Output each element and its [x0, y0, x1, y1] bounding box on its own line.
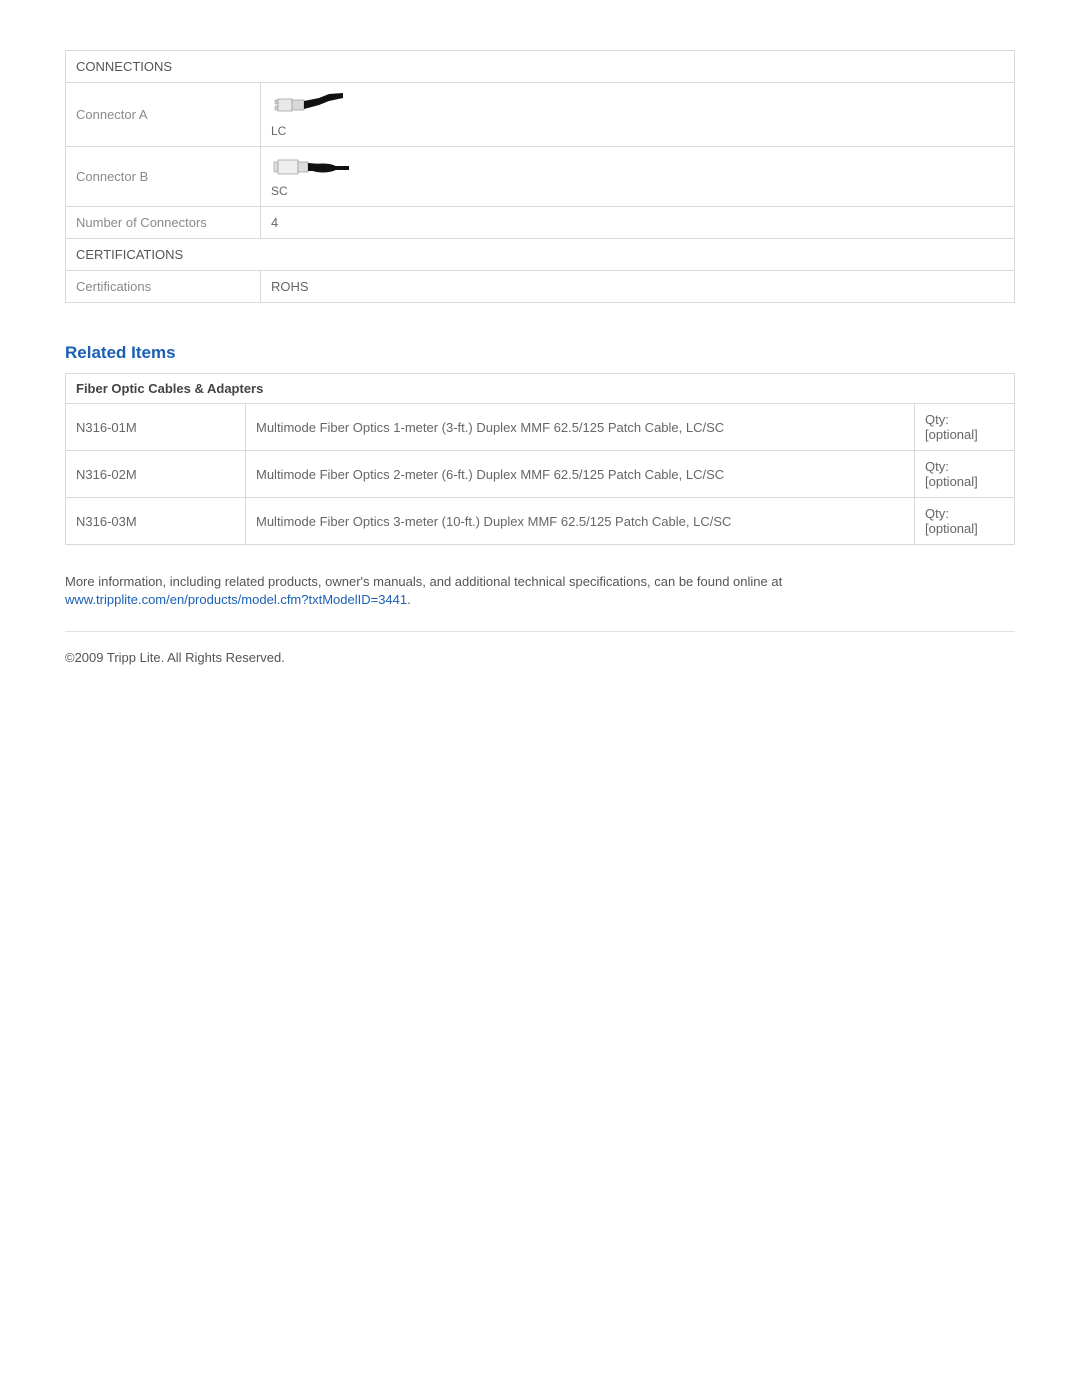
table-row: N316-01M Multimode Fiber Optics 1-meter …: [66, 404, 1015, 451]
row-label-certifications: Certifications: [66, 271, 261, 303]
connector-a-type-label: LC: [271, 124, 1004, 138]
specifications-table: CONNECTIONS Connector A LC Connector B: [65, 50, 1015, 303]
table-row: Connector B SC: [66, 147, 1015, 207]
related-qty: Qty: [optional]: [915, 451, 1015, 498]
sc-connector-icon: [271, 155, 361, 182]
related-sku: N316-03M: [66, 498, 246, 545]
product-url-link[interactable]: www.tripplite.com/en/products/model.cfm?…: [65, 592, 407, 607]
related-sku: N316-02M: [66, 451, 246, 498]
row-value-connector-b: SC: [261, 147, 1015, 207]
section-header-certifications: CERTIFICATIONS: [66, 239, 1015, 271]
row-label-connector-a: Connector A: [66, 83, 261, 147]
related-description: Multimode Fiber Optics 2-meter (6-ft.) D…: [246, 451, 915, 498]
table-row: Number of Connectors 4: [66, 207, 1015, 239]
related-description: Multimode Fiber Optics 3-meter (10-ft.) …: [246, 498, 915, 545]
more-info-paragraph: More information, including related prod…: [65, 573, 1015, 609]
table-row: N316-03M Multimode Fiber Optics 3-meter …: [66, 498, 1015, 545]
copyright-text: ©2009 Tripp Lite. All Rights Reserved.: [65, 650, 1015, 665]
row-value-certifications: ROHS: [261, 271, 1015, 303]
table-row: Certifications ROHS: [66, 271, 1015, 303]
row-label-connector-b: Connector B: [66, 147, 261, 207]
related-qty: Qty: [optional]: [915, 404, 1015, 451]
row-value-num-connectors: 4: [261, 207, 1015, 239]
table-row: Connector A LC: [66, 83, 1015, 147]
related-qty: Qty: [optional]: [915, 498, 1015, 545]
row-label-num-connectors: Number of Connectors: [66, 207, 261, 239]
row-value-connector-a: LC: [261, 83, 1015, 147]
lc-connector-icon: [271, 91, 361, 122]
related-group-header: Fiber Optic Cables & Adapters: [66, 374, 1015, 404]
related-description: Multimode Fiber Optics 1-meter (3-ft.) D…: [246, 404, 915, 451]
section-header-connections: CONNECTIONS: [66, 51, 1015, 83]
separator-rule: [65, 631, 1015, 632]
more-info-period: .: [407, 592, 411, 607]
table-row: N316-02M Multimode Fiber Optics 2-meter …: [66, 451, 1015, 498]
connector-b-type-label: SC: [271, 184, 1004, 198]
related-items-heading: Related Items: [65, 343, 1015, 363]
more-info-text: More information, including related prod…: [65, 574, 782, 589]
related-items-table: Fiber Optic Cables & Adapters N316-01M M…: [65, 373, 1015, 545]
related-sku: N316-01M: [66, 404, 246, 451]
